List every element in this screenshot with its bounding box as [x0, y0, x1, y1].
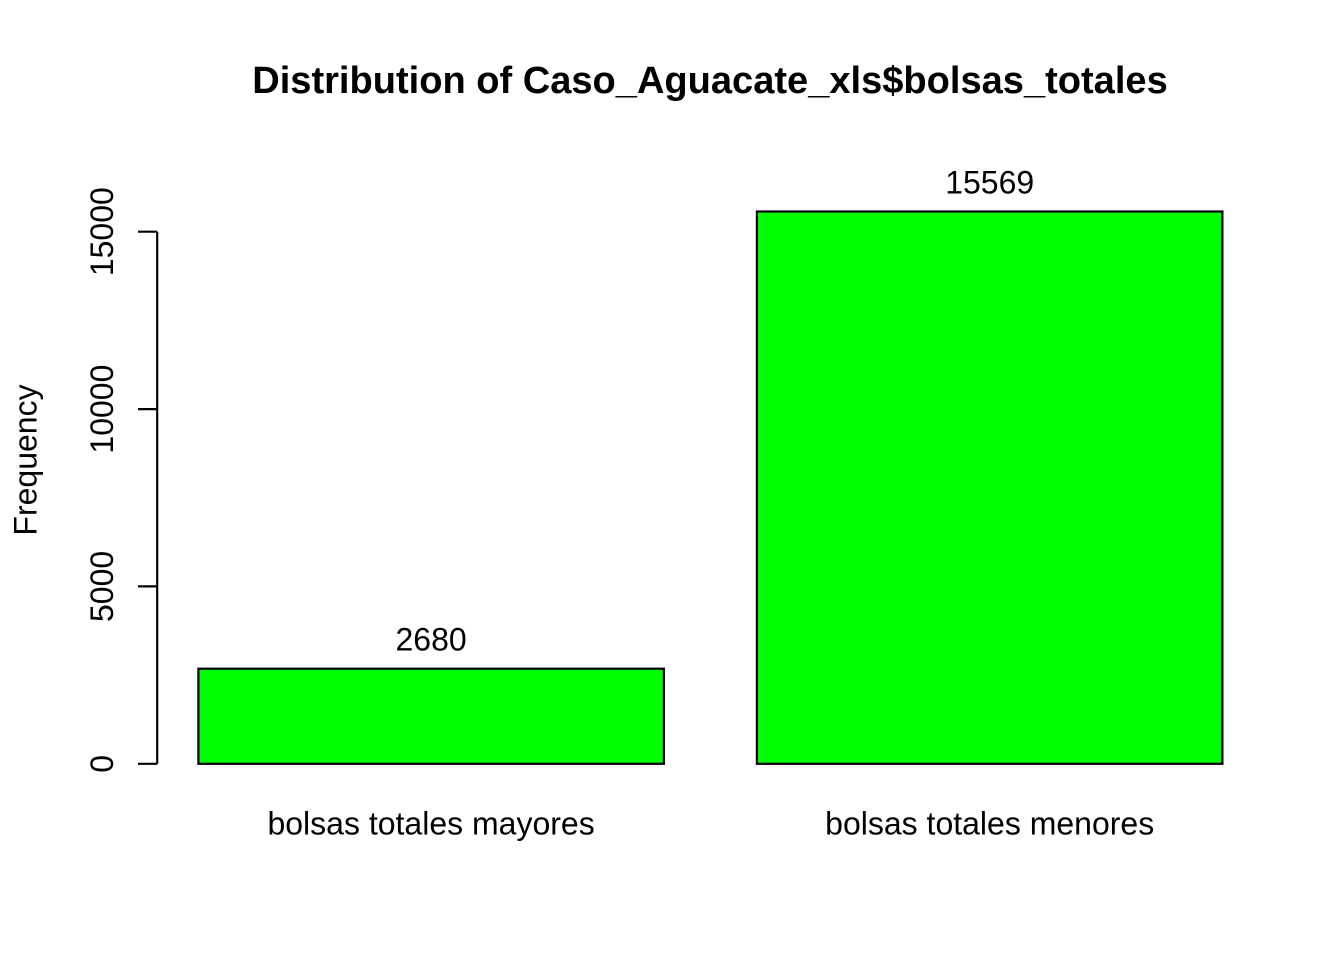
svg-text:Distribution of Caso_Aguacate_: Distribution of Caso_Aguacate_xls$bolsas… — [252, 60, 1168, 102]
svg-text:10000: 10000 — [84, 365, 120, 454]
svg-text:2680: 2680 — [396, 622, 467, 658]
svg-text:Frequency: Frequency — [8, 384, 44, 535]
svg-text:bolsas totales menores: bolsas totales menores — [825, 806, 1154, 842]
svg-text:15569: 15569 — [945, 165, 1034, 201]
svg-text:bolsas totales mayores: bolsas totales mayores — [267, 806, 594, 842]
svg-text:5000: 5000 — [84, 551, 120, 622]
svg-text:15000: 15000 — [84, 187, 120, 276]
svg-text:0: 0 — [84, 755, 120, 773]
